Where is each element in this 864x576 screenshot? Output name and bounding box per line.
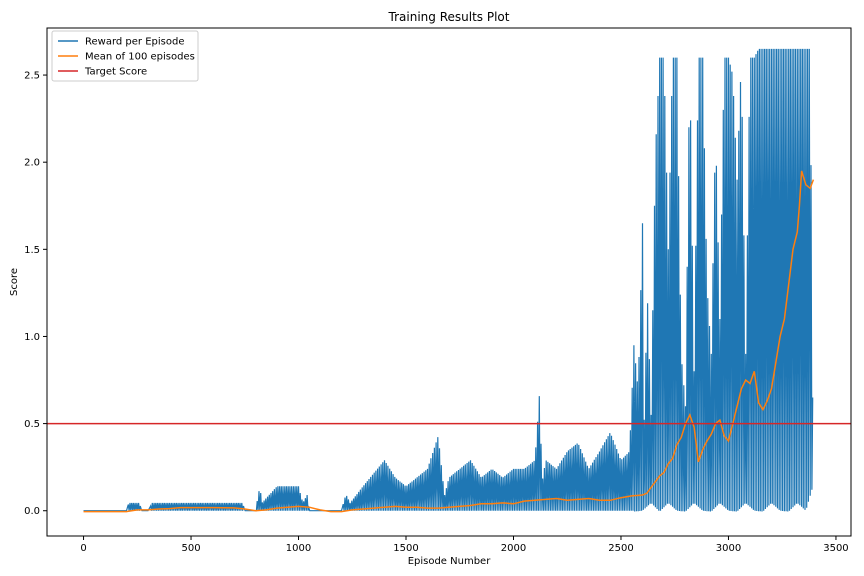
x-axis-title: Episode Number (408, 556, 492, 567)
x-tick-label: 0 (80, 543, 86, 554)
y-tick-label: 0.5 (24, 419, 40, 430)
plot-area (47, 48, 851, 513)
y-axis-title: Score (9, 268, 20, 296)
x-tick-label: 3500 (823, 543, 848, 554)
y-tick-label: 2.0 (24, 158, 40, 169)
y-tick-label: 2.5 (24, 71, 40, 82)
x-tick-label: 2500 (608, 543, 633, 554)
series-mean-line (83, 170, 815, 513)
legend-box (51, 30, 199, 82)
x-tick-label: 500 (181, 543, 200, 554)
x-tick-label: 3000 (716, 543, 741, 554)
legend: Reward per Episode Mean of 100 episodes … (51, 30, 199, 82)
y-tick-label: 1.5 (24, 245, 40, 256)
y-tick-label: 0.0 (24, 506, 40, 517)
plot-frame (46, 27, 852, 537)
x-tick-label: 2000 (501, 543, 526, 554)
x-tick-label: 1000 (286, 543, 311, 554)
x-axis: 0 500 1000 1500 2000 2500 3000 3500 (80, 536, 849, 554)
legend-label-reward: Reward per Episode (85, 37, 184, 48)
x-tick-label: 1500 (393, 543, 418, 554)
legend-label-mean: Mean of 100 episodes (85, 52, 195, 63)
legend-label-target: Target Score (84, 67, 147, 78)
series-reward-line (83, 48, 814, 512)
chart-title: Training Results Plot (388, 10, 510, 24)
y-axis: 0.0 0.5 1.0 1.5 2.0 2.5 (24, 71, 47, 517)
y-tick-label: 1.0 (24, 332, 40, 343)
